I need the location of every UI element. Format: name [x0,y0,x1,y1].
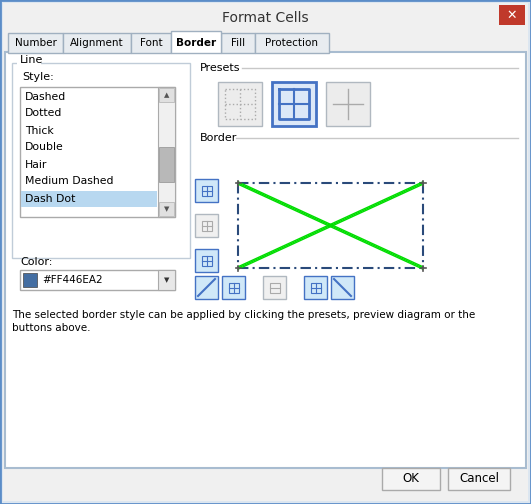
Text: Hair: Hair [25,159,47,169]
Bar [159,88,174,102]
Text: Medium Dashed: Medium Dashed [25,176,114,186]
Bar [195,214,218,237]
Bar [195,179,218,202]
Bar [255,33,329,53]
Bar [171,31,221,53]
Bar [131,33,171,53]
Bar [12,63,190,258]
Text: OK: OK [402,473,419,485]
Text: Cancel: Cancel [459,473,499,485]
Bar [17,56,41,65]
Text: Dotted: Dotted [25,108,62,118]
Text: #FF446EA2: #FF446EA2 [42,275,102,285]
Bar [263,276,286,299]
Text: Dash Dot: Dash Dot [25,194,75,204]
Text: Line: Line [20,55,44,65]
Text: ▼: ▼ [164,277,169,283]
Bar [448,468,510,490]
Text: ▲: ▲ [164,92,169,98]
Text: buttons above.: buttons above. [12,323,90,333]
Bar [195,276,218,299]
Bar [201,221,211,230]
Text: Dashed: Dashed [25,92,66,101]
Bar [20,87,175,217]
Bar [270,283,279,292]
Text: Double: Double [25,143,64,153]
Bar [5,52,526,468]
Text: ▼: ▼ [164,206,169,212]
Text: Alignment: Alignment [70,38,124,48]
Text: Border: Border [200,133,237,143]
Text: Fill: Fill [231,38,245,48]
Bar [158,270,175,290]
Text: ✕: ✕ [507,9,517,22]
Text: Format Cells: Format Cells [221,11,309,25]
Bar [3,3,528,33]
Bar [21,191,157,207]
Bar [326,82,370,126]
Text: Border: Border [176,38,216,48]
Text: Thick: Thick [25,125,54,136]
Bar [201,256,211,266]
Bar [158,87,175,217]
Bar [195,249,218,272]
Text: Color:: Color: [20,257,53,267]
Bar [222,276,245,299]
Text: Style:: Style: [22,72,54,82]
Bar [63,33,131,53]
Bar [304,276,327,299]
Bar [331,276,354,299]
Bar [221,33,255,53]
Bar [311,283,321,292]
Text: Presets: Presets [200,63,241,73]
Bar [20,270,175,290]
Text: Font: Font [140,38,162,48]
Bar [23,273,37,287]
Bar [272,82,316,126]
Text: Number: Number [14,38,56,48]
Bar [499,5,525,25]
Bar [228,283,238,292]
Bar [8,33,63,53]
Bar [382,468,440,490]
Text: Protection: Protection [266,38,319,48]
Text: The selected border style can be applied by clicking the presets, preview diagra: The selected border style can be applied… [12,310,475,320]
Bar [218,82,262,126]
Bar [159,147,174,182]
Bar [159,202,174,216]
Bar [201,185,211,196]
